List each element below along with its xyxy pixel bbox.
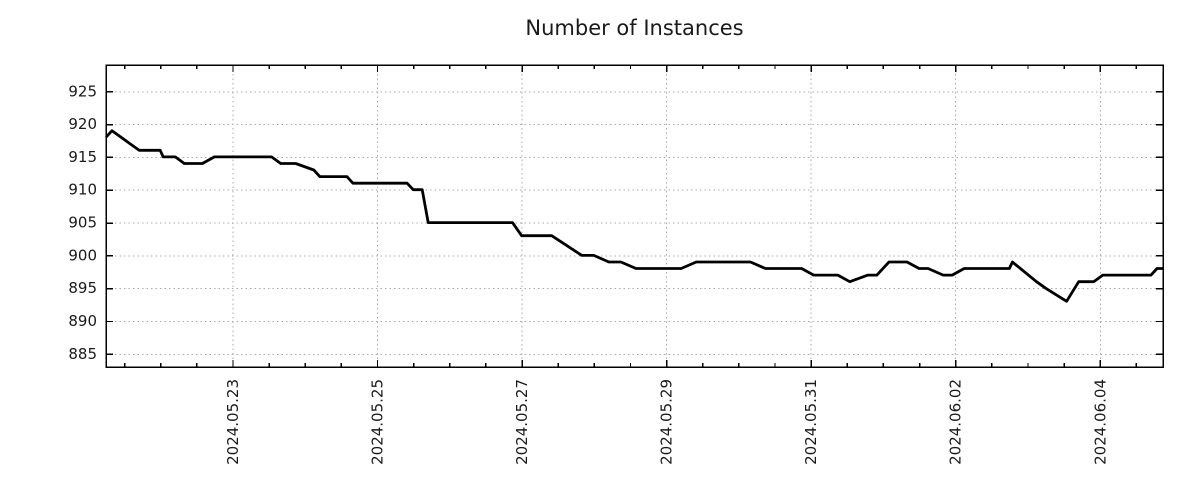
y-tick-label: 910 [68,181,97,199]
y-tick-label: 915 [68,148,97,166]
x-tick-label: 2024.05.31 [802,379,820,465]
x-tick-label: 2024.06.04 [1091,379,1109,465]
y-tick-label: 925 [68,82,97,100]
y-tick-label: 895 [68,279,97,297]
chart-title: Number of Instances [525,16,744,40]
y-axis-labels: 885 890 895 900 905 910 915 920 925 [68,82,97,363]
y-tick-label: 885 [68,345,97,363]
x-tick-label: 2024.05.23 [224,379,242,465]
plot-border [105,64,1164,368]
x-tick-label: 2024.06.02 [947,379,965,465]
x-axis-labels: 2024.05.23 2024.05.25 2024.05.27 2024.05.29… [224,379,1109,465]
grid [106,65,1163,367]
y-tick-label: 905 [68,214,97,232]
y-tick-label: 900 [68,246,97,264]
x-tick-label: 2024.05.29 [658,379,676,465]
x-tick-label: 2024.05.27 [513,379,531,465]
x-tick-label: 2024.05.25 [369,379,387,465]
y-tick-label: 890 [68,312,97,330]
data-line-instances [104,129,1163,303]
y-tick-label: 920 [68,115,97,133]
